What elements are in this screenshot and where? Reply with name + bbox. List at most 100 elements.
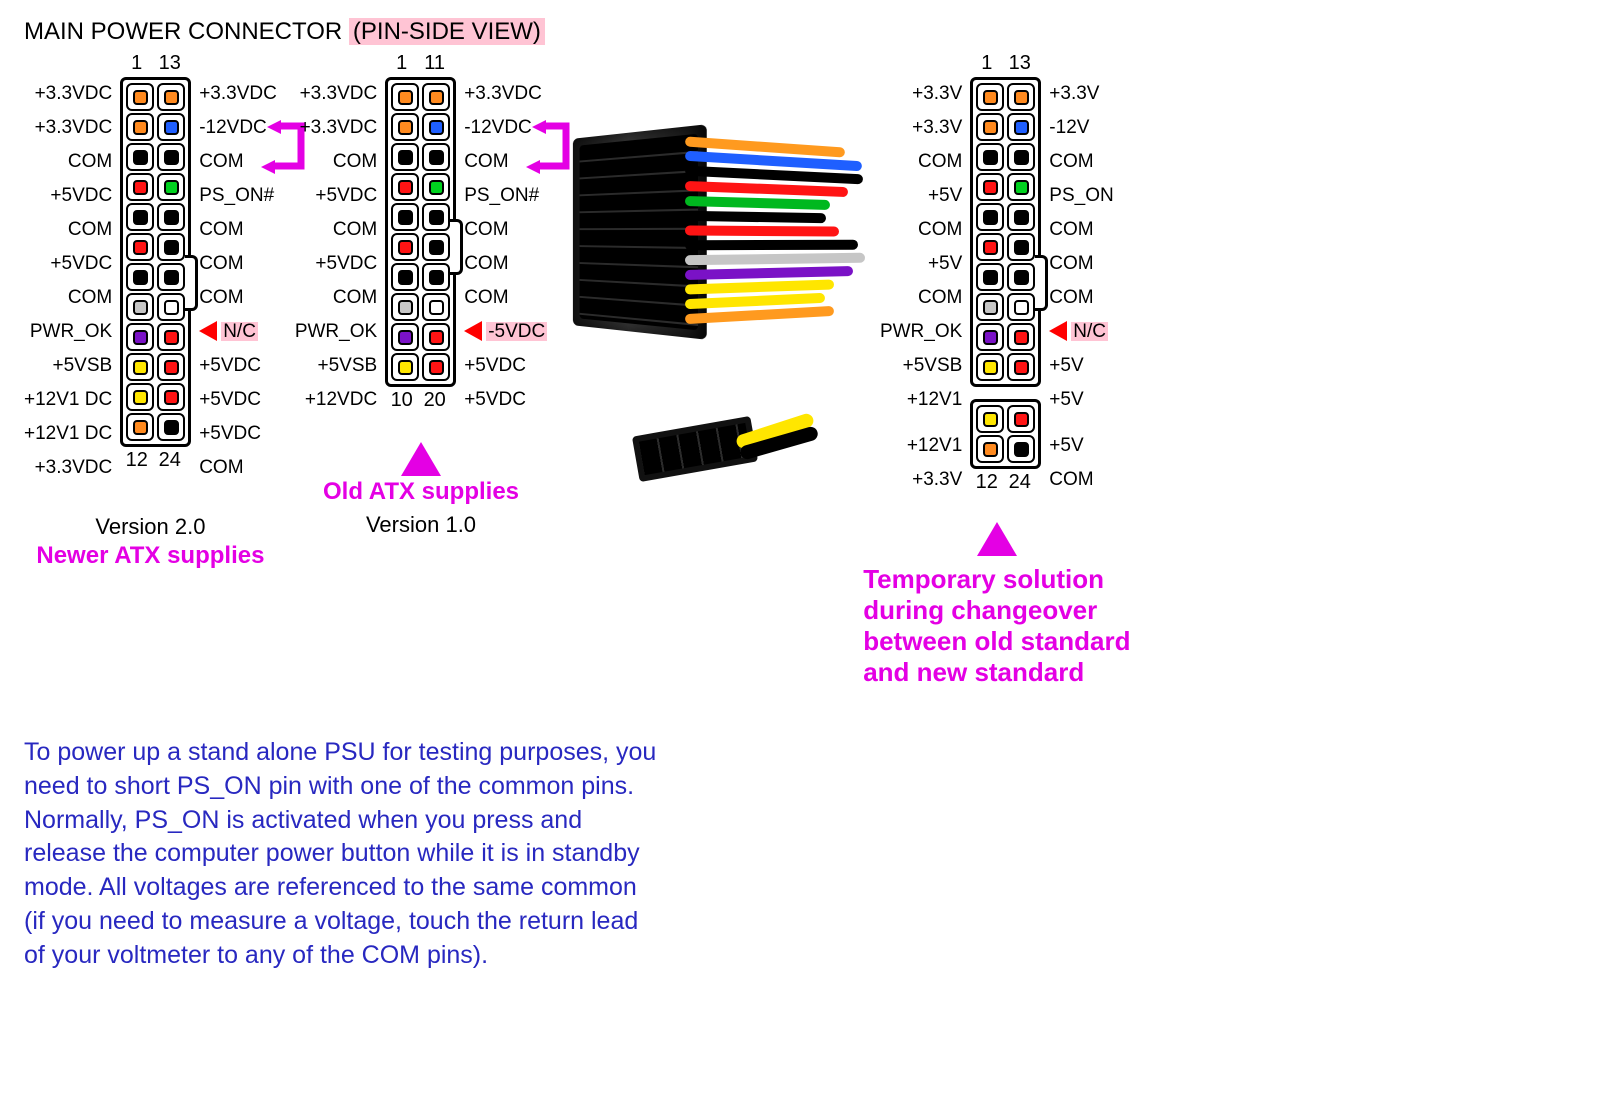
pin-label-left: +5V: [928, 246, 962, 280]
title-highlight: (PIN-SIDE VIEW): [349, 18, 545, 45]
pin-socket: [976, 143, 1004, 171]
pin-label-left: COM: [918, 212, 962, 246]
pin-socket: [126, 83, 154, 111]
pin-row: [391, 293, 450, 321]
pin-socket: [976, 405, 1004, 433]
pin-row: [391, 233, 450, 261]
pin-label-left: +12V1: [907, 382, 962, 416]
connector-caption: Temporary solutionduring changeoverbetwe…: [863, 564, 1130, 688]
pin-numbers: 113: [970, 52, 1041, 75]
pin-numbers: 1224: [970, 471, 1041, 494]
pin-socket: [1007, 233, 1035, 261]
pin-label-left: +5VSB: [903, 348, 963, 382]
pin-row: [976, 353, 1035, 381]
pin-label-right: COM: [1049, 144, 1093, 178]
pin-label-right: COM: [464, 212, 508, 246]
pin-label-left: PWR_OK: [30, 314, 112, 348]
connector-caption: Old ATX supplies: [323, 478, 519, 506]
pin-socket: [1007, 113, 1035, 141]
cable-wire: [685, 240, 858, 251]
pin-socket: [422, 323, 450, 351]
pin-row: [976, 405, 1035, 433]
cable-wire: [685, 266, 853, 280]
pin-row: [976, 203, 1035, 231]
pin-label-left: COM: [918, 144, 962, 178]
pin-label-left: +3.3VDC: [35, 76, 113, 110]
pin-label-left: COM: [68, 144, 112, 178]
pin-label-left: +5VDC: [50, 178, 112, 212]
pin-socket: [126, 113, 154, 141]
pin-label-left: COM: [333, 212, 377, 246]
pin-socket: [157, 83, 185, 111]
pin-socket: [157, 353, 185, 381]
pin-socket: [976, 113, 1004, 141]
cable-wires: [685, 142, 885, 412]
pin-socket: [976, 353, 1004, 381]
pin-socket: [422, 263, 450, 291]
pin-label-left: PWR_OK: [880, 314, 962, 348]
pin-row: [976, 143, 1035, 171]
pin-row: [126, 83, 185, 111]
pin-label-right: COM: [1049, 212, 1093, 246]
pin-socket: [422, 293, 450, 321]
pin-socket: [1007, 143, 1035, 171]
pin-label-right: +3.3VDC: [464, 76, 542, 110]
pin-label-right: +5VDC: [199, 382, 261, 416]
pin-label-left: +3.3VDC: [300, 76, 378, 110]
title-plain: MAIN POWER CONNECTOR: [24, 18, 349, 45]
pin-label-right: COM: [464, 246, 508, 280]
pin-label-left: +5V: [928, 178, 962, 212]
pin-label-left: +3.3V: [912, 110, 962, 144]
connector-split: +3.3V+3.3VCOM+5VCOM+5VCOMPWR_OK+5VSB+12V…: [863, 52, 1130, 688]
pin-socket: [157, 173, 185, 201]
cable-wire: [685, 181, 848, 197]
pin-socket: [1007, 203, 1035, 231]
pin-label-right: +5VDC: [464, 382, 526, 416]
pin-row: [391, 203, 450, 231]
pin-row: [126, 203, 185, 231]
cable-wire: [685, 196, 830, 210]
pin-row: [391, 113, 450, 141]
pin-row: [391, 83, 450, 111]
pin-label-right: -12VDC: [464, 110, 532, 144]
pin-label-right: +5VDC: [199, 348, 261, 382]
pin-row: [126, 413, 185, 441]
pin-numbers: 1224: [120, 449, 191, 472]
pin-label-left: +3.3VDC: [35, 450, 113, 484]
pin-label-right: COM: [1049, 280, 1093, 314]
pin-label-left: COM: [918, 280, 962, 314]
pin-label-right: N/C: [1049, 314, 1108, 348]
pin-socket: [1007, 173, 1035, 201]
pin-socket: [126, 143, 154, 171]
pin-label-right: +5V: [1049, 348, 1083, 382]
pin-socket: [976, 83, 1004, 111]
pin-label-left: +12VDC: [305, 382, 377, 416]
pin-socket: [391, 323, 419, 351]
pin-row: [976, 435, 1035, 463]
pin-grid: [120, 77, 191, 447]
pin-socket: [976, 173, 1004, 201]
pin-row: [126, 383, 185, 411]
pin-socket: [126, 233, 154, 261]
pin-label-right: COM: [464, 144, 508, 178]
pin-label-right: +5V: [1049, 382, 1083, 416]
pin-label-left: +3.3VDC: [35, 110, 113, 144]
pin-socket: [126, 173, 154, 201]
pin-label-left: +5VDC: [50, 246, 112, 280]
pin-socket: [157, 383, 185, 411]
pin-socket: [422, 353, 450, 381]
pin-socket: [1007, 323, 1035, 351]
pin-socket: [391, 203, 419, 231]
version-label: Version 2.0: [95, 514, 205, 540]
pin-label-right: COM: [199, 280, 243, 314]
pin-grid: [385, 77, 456, 387]
cable-wire: [685, 279, 834, 294]
pin-label-left: +12V1: [907, 428, 962, 462]
pin-row: [976, 83, 1035, 111]
pin-socket: [422, 233, 450, 261]
pin-row: [126, 173, 185, 201]
pin-socket: [126, 203, 154, 231]
pin-socket: [422, 143, 450, 171]
pin-label-right: -12V: [1049, 110, 1089, 144]
pin-label-right: +5VDC: [199, 416, 261, 450]
